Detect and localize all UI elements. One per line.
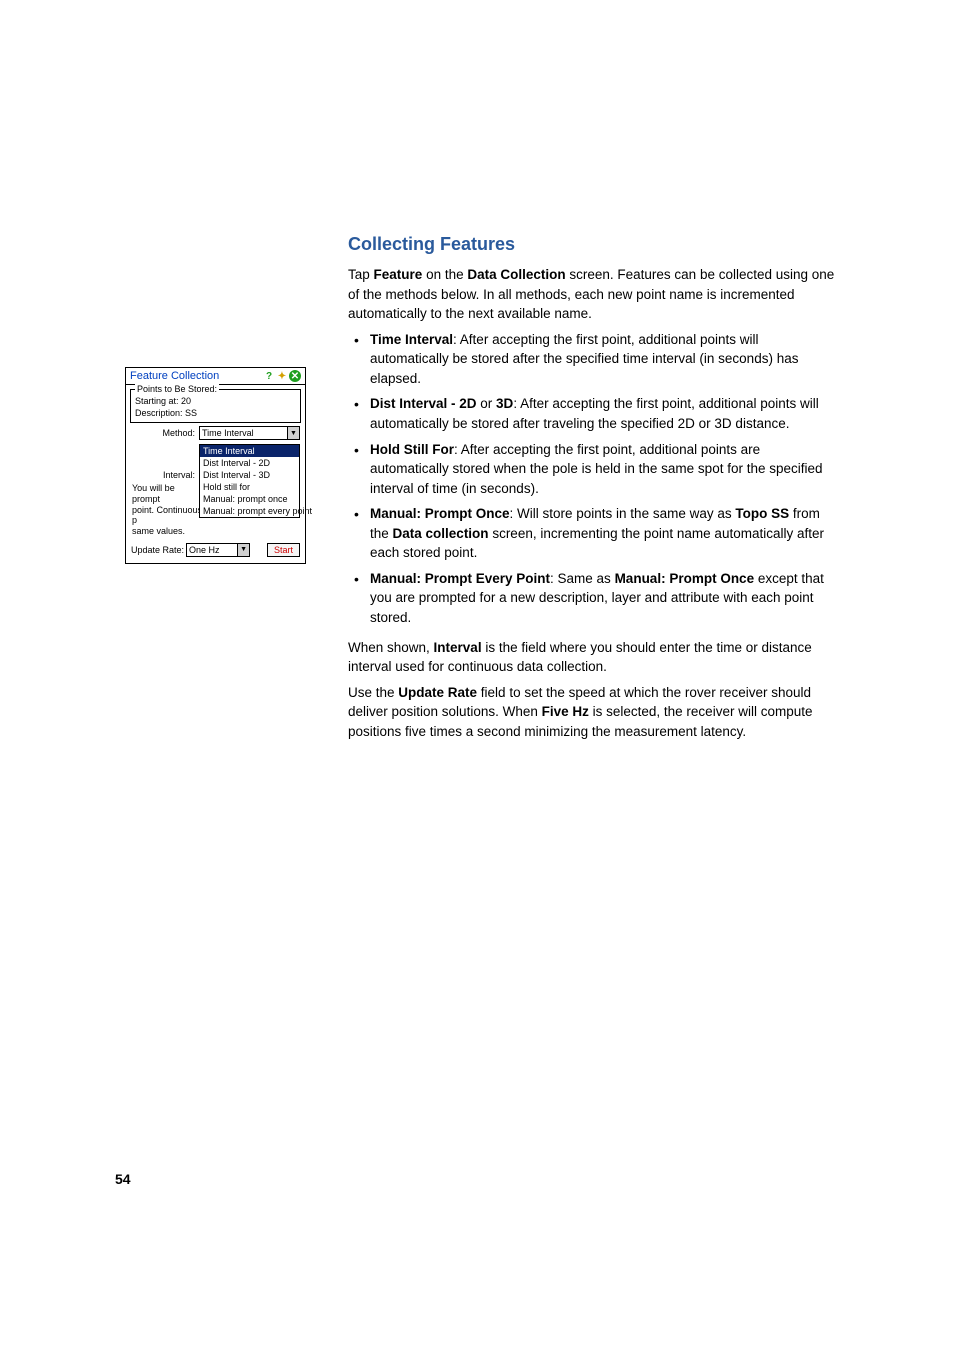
intro-paragraph: Tap Feature on the Data Collection scree…: [348, 265, 839, 324]
text: point. Continuous p: [132, 505, 202, 526]
dropdown-option[interactable]: Dist Interval - 2D: [200, 457, 299, 469]
text: Use the: [348, 685, 398, 700]
interval-label: Interval:: [131, 454, 199, 480]
method-label: Method:: [131, 426, 199, 438]
text: Tap: [348, 267, 374, 282]
text-bold: Five Hz: [542, 704, 589, 719]
chevron-down-icon[interactable]: ▼: [287, 427, 299, 439]
method-dropdown[interactable]: Time Interval Dist Interval - 2D Dist In…: [199, 444, 300, 518]
list-item: Time Interval: After accepting the first…: [348, 330, 839, 389]
help-icon[interactable]: ?: [263, 370, 275, 382]
text-bold: Topo SS: [735, 506, 789, 521]
settings-icon[interactable]: ✦: [276, 370, 288, 382]
text: : Will store points in the same way as: [510, 506, 736, 521]
list-item: Dist Interval - 2D or 3D: After acceptin…: [348, 394, 839, 433]
update-rate-select[interactable]: One Hz ▼: [186, 543, 250, 557]
dialog-title: Feature Collection: [130, 370, 219, 382]
text: on the: [422, 267, 467, 282]
paragraph-interval: When shown, Interval is the field where …: [348, 638, 839, 677]
dropdown-option[interactable]: Manual: prompt once: [200, 493, 299, 505]
text-bold: Feature: [374, 267, 423, 282]
text-bold: Update Rate: [398, 685, 477, 700]
list-item: Manual: Prompt Every Point: Same as Manu…: [348, 569, 839, 628]
update-rate-label: Update Rate:: [131, 545, 184, 555]
text-bold: Manual: Prompt Once: [370, 506, 510, 521]
text-bold: Dist Interval - 2D: [370, 396, 477, 411]
list-item: Hold Still For: After accepting the firs…: [348, 440, 839, 499]
list-item: Manual: Prompt Once: Will store points i…: [348, 504, 839, 563]
update-rate-value: One Hz: [189, 545, 220, 555]
text: or: [477, 396, 497, 411]
paragraph-update-rate: Use the Update Rate field to set the spe…: [348, 683, 839, 742]
text-bold: Data Collection: [467, 267, 565, 282]
description-label: Description:: [135, 408, 183, 418]
hint-text: You will be prompt point. Continuous p s…: [132, 483, 204, 537]
text-bold: Hold Still For: [370, 442, 454, 457]
text-bold: Time Interval: [370, 332, 453, 347]
points-stored-fieldset: Points to Be Stored: Starting at: 20 Des…: [130, 389, 301, 423]
method-select[interactable]: Time Interval ▼: [199, 426, 300, 440]
fieldset-legend: Points to Be Stored:: [135, 384, 219, 394]
page-number: 54: [115, 1171, 131, 1187]
chevron-down-icon[interactable]: ▼: [237, 544, 249, 556]
text: You will be prompt: [132, 483, 175, 504]
dropdown-option[interactable]: Hold still for: [200, 481, 299, 493]
dropdown-option[interactable]: Dist Interval - 3D: [200, 469, 299, 481]
text-bold: Manual: Prompt Once: [615, 571, 755, 586]
starting-at-value: 20: [181, 396, 191, 406]
method-list: Time Interval: After accepting the first…: [348, 330, 839, 628]
dropdown-option[interactable]: Manual: prompt every point: [200, 505, 299, 517]
starting-at-label: Starting at:: [135, 396, 179, 406]
start-button[interactable]: Start: [267, 543, 300, 557]
text-bold: Data collection: [393, 526, 489, 541]
text: When shown,: [348, 640, 434, 655]
dropdown-option[interactable]: Time Interval: [200, 445, 299, 457]
dialog-titlebar: Feature Collection ? ✦ ✕: [126, 368, 305, 385]
description-value: SS: [185, 408, 197, 418]
section-heading: Collecting Features: [348, 234, 839, 255]
text-bold: 3D: [496, 396, 513, 411]
text: : Same as: [550, 571, 615, 586]
feature-collection-dialog: Feature Collection ? ✦ ✕ Points to Be St…: [125, 367, 306, 564]
method-value: Time Interval: [202, 428, 254, 438]
text: same values.: [132, 526, 185, 536]
text-bold: Manual: Prompt Every Point: [370, 571, 550, 586]
text-bold: Interval: [434, 640, 482, 655]
close-icon[interactable]: ✕: [289, 370, 301, 382]
